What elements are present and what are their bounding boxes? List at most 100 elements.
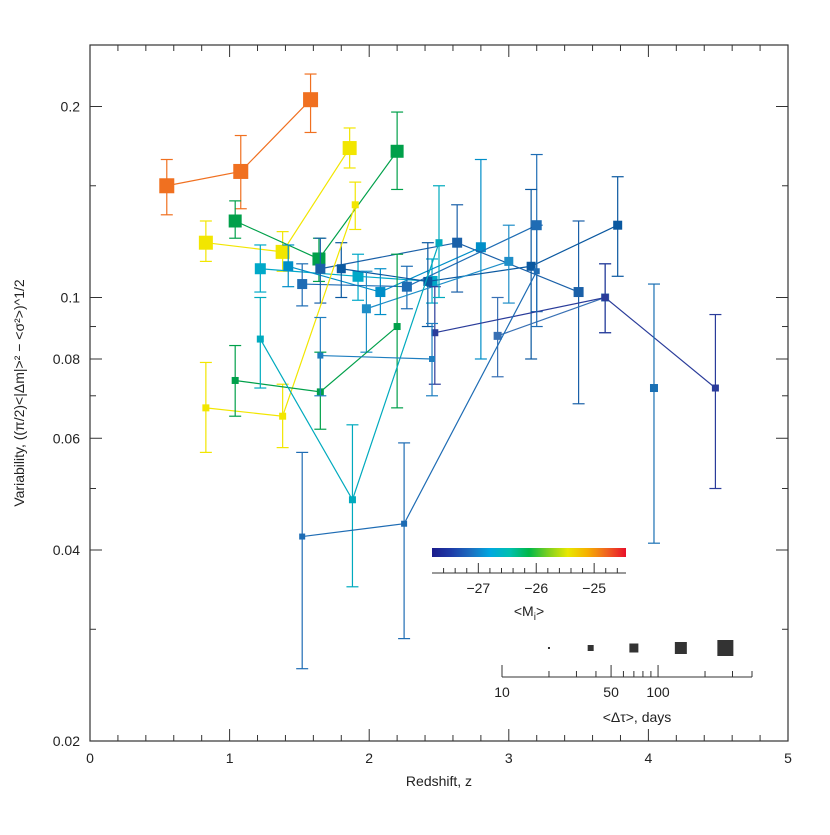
series — [314, 316, 439, 397]
data-point — [317, 352, 324, 359]
data-point — [431, 329, 439, 337]
series — [254, 185, 445, 588]
series-line — [302, 270, 538, 538]
colorbar-legend: −27 −26 −25 <Mi> — [432, 548, 626, 623]
data-point — [279, 412, 287, 420]
x-tick-label: 5 — [784, 750, 792, 766]
data-point — [649, 384, 658, 393]
series-line — [366, 260, 509, 310]
size-legend-tick-label: 100 — [646, 684, 670, 700]
data-point — [452, 237, 463, 248]
series — [360, 224, 515, 353]
data-point — [390, 144, 404, 158]
data-point — [299, 533, 306, 540]
data-point — [429, 355, 436, 362]
series-line — [497, 296, 606, 337]
plot-frame — [89, 44, 789, 742]
size-legend-tick-label: 50 — [603, 684, 619, 700]
colorbar-label: <Mi> — [514, 603, 544, 623]
data-point — [533, 268, 540, 275]
series-line — [434, 296, 716, 389]
data-point — [303, 92, 319, 108]
series — [199, 181, 362, 453]
data-point — [375, 287, 386, 298]
data-point — [159, 178, 175, 194]
data-point — [283, 261, 294, 272]
data-point — [361, 304, 371, 314]
series-line — [320, 354, 433, 360]
size-legend-marker — [629, 643, 639, 653]
series-line — [320, 242, 579, 293]
x-tick-label: 2 — [365, 750, 373, 766]
data-point — [423, 276, 433, 286]
series — [198, 127, 357, 272]
data-point — [336, 264, 346, 274]
x-tick-label: 1 — [226, 750, 234, 766]
data-point — [312, 252, 326, 266]
x-tick-label: 3 — [505, 750, 513, 766]
series — [228, 111, 404, 283]
data-point — [601, 293, 609, 301]
colorbar-tick-label: −25 — [582, 580, 606, 596]
series — [282, 158, 487, 360]
colorbar-strip — [432, 548, 626, 557]
size-legend-label: <Δτ>, days — [603, 709, 672, 725]
data-point — [573, 287, 584, 298]
data-point — [275, 244, 290, 259]
series — [229, 253, 404, 430]
size-legend-marker — [674, 642, 687, 654]
axes: 0 1 2 3 4 5 0.02 0.04 0.06 0.08 0.1 0.2 — [53, 45, 792, 766]
y-tick-label: 0.04 — [53, 542, 80, 558]
y-tick-label: 0.1 — [61, 289, 81, 305]
x-axis-label: Redshift, z — [406, 773, 472, 789]
size-legend-tick-label: 10 — [494, 684, 510, 700]
series — [296, 224, 543, 670]
series — [647, 283, 660, 544]
series — [296, 153, 543, 313]
size-legend-marker — [547, 647, 550, 649]
data-point — [198, 235, 213, 250]
size-legend-marker — [717, 640, 734, 656]
data-point — [231, 376, 239, 384]
colorbar-tick-label: −26 — [524, 580, 548, 596]
data-point — [435, 239, 443, 247]
data-point — [315, 263, 326, 274]
series — [159, 73, 319, 216]
data-point — [504, 256, 514, 266]
data-point — [233, 163, 249, 179]
series — [428, 263, 722, 490]
data-point — [254, 263, 266, 275]
series — [335, 176, 624, 360]
data-point — [202, 404, 210, 412]
colorbar-label-sub: i — [534, 612, 536, 623]
data-point — [401, 281, 412, 292]
y-tick-label: 0.02 — [53, 733, 80, 749]
x-tick-label: 4 — [645, 750, 653, 766]
data-point — [613, 220, 623, 230]
data-point — [342, 141, 357, 156]
series-line — [205, 147, 351, 253]
y-axis-label: Variability, ((π/2)<|Δm|>² − <σ²>)^1/2 — [11, 279, 27, 507]
x-tick-label: 0 — [86, 750, 94, 766]
size-legend: 10 50 100 <Δτ>, days — [494, 640, 753, 725]
data-point — [348, 496, 356, 504]
series-line — [234, 150, 398, 260]
data-point — [297, 279, 308, 290]
data-point — [351, 201, 359, 209]
data-point — [256, 335, 264, 343]
size-legend-marker — [587, 645, 594, 651]
data-point — [475, 242, 486, 253]
data-point — [228, 214, 242, 228]
data-point — [711, 384, 719, 392]
y-tick-label: 0.06 — [53, 430, 80, 446]
series-line — [259, 242, 440, 502]
data-point — [352, 270, 364, 282]
data-point — [526, 261, 536, 271]
data-point — [401, 520, 408, 527]
colorbar-tick-label: −27 — [466, 580, 490, 596]
series-line — [341, 224, 618, 283]
data-series — [159, 73, 722, 670]
data-point — [393, 323, 401, 331]
